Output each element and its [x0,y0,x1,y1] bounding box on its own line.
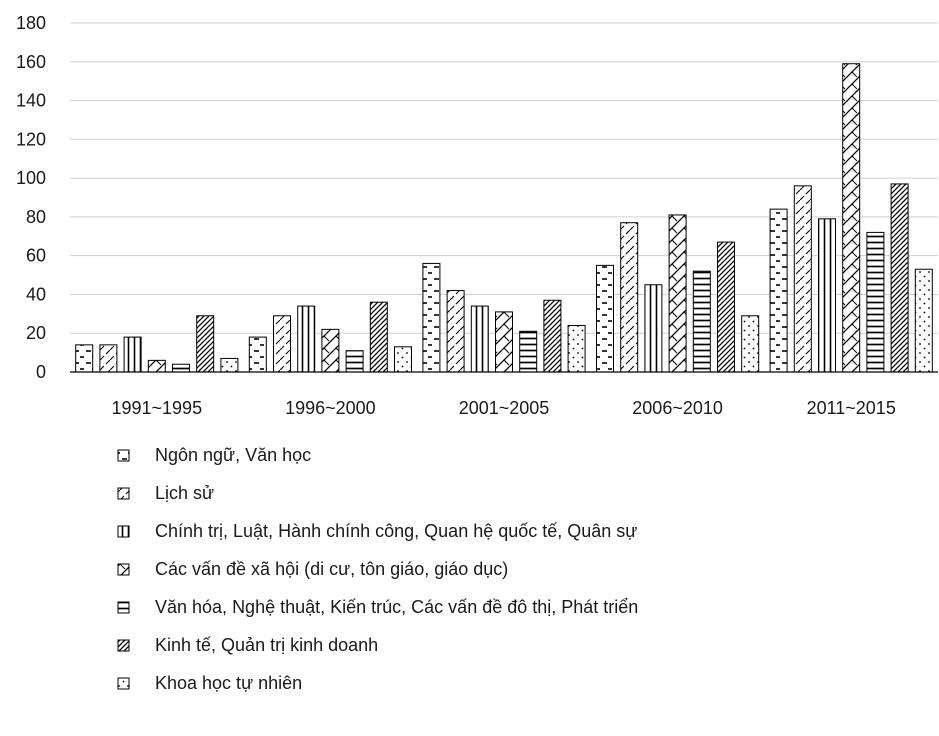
legend-label: Các vấn đề xã hội (di cư, tôn giáo, giáo… [155,559,508,579]
y-tick-label: 60 [26,246,46,266]
legend-label: Kinh tế, Quản trị kinh doanh [155,635,378,655]
bar [394,346,412,373]
y-tick-label: 120 [16,129,46,149]
bar [248,336,267,373]
bar-series [75,63,933,373]
y-tick-label: 40 [26,284,46,304]
bar [75,344,94,373]
bar [692,270,711,373]
bar [596,264,614,373]
bar [543,299,562,373]
bar [866,231,885,373]
legend-swatch [117,563,130,576]
y-axis-ticks: 0 20 40 60 80 100 120 140 160 180 [16,13,46,382]
bar [769,208,788,373]
bar [345,350,364,373]
legend-label: Văn hóa, Nghệ thuật, Kiến trúc, Các vấn … [155,597,638,617]
legend-swatch [117,639,130,652]
y-tick-label: 140 [16,91,46,111]
bar [890,183,909,373]
bar [741,315,760,373]
legend-label: Ngôn ngữ, Văn học [155,445,311,465]
y-tick-label: 100 [16,168,46,188]
bar [99,344,118,373]
legend-label: Lịch sử [155,483,214,503]
bar [620,222,639,373]
x-tick-label: 2001~2005 [459,398,550,418]
bar [220,357,239,373]
bar [519,330,538,373]
bar [717,241,735,373]
bar [123,336,142,373]
legend-label: Chính trị, Luật, Hành chính công, Quan h… [155,521,637,541]
gridlines [70,22,938,334]
bar [842,63,861,373]
bar [297,305,316,373]
y-tick-label: 80 [26,207,46,227]
bar [668,214,687,373]
bar [818,218,836,373]
bar [273,315,291,373]
legend-label: Khoa học tự nhiên [155,673,302,693]
bar [446,290,465,373]
bar [567,324,586,373]
legend-swatch [117,525,130,538]
legend-swatch [117,487,130,500]
legend: Ngôn ngữ, Văn học Lịch sử Chính trị, Luật,… [117,445,638,693]
bar [914,268,933,373]
bar [369,301,388,373]
y-tick-label: 0 [36,362,46,382]
legend-swatch [117,677,130,690]
x-tick-label: 1996~2000 [285,398,376,418]
x-tick-label: 2011~2015 [807,398,896,418]
y-tick-label: 160 [16,52,46,72]
bar [147,359,166,373]
bar [196,315,215,373]
bar [470,305,489,373]
bar [644,284,663,373]
legend-swatch [117,601,130,614]
x-axis-ticks: 1991~1995 1996~2000 2001~2005 2006~2010 2011… [111,398,895,418]
bar [422,262,441,373]
bar [172,363,190,373]
y-tick-label: 180 [16,13,46,33]
bar [321,328,340,373]
bar [495,311,513,373]
x-tick-label: 1991~1995 [111,398,202,418]
x-tick-label: 2006~2010 [632,398,723,418]
bar [793,185,812,373]
y-tick-label: 20 [26,323,46,343]
legend-swatch [117,449,130,462]
